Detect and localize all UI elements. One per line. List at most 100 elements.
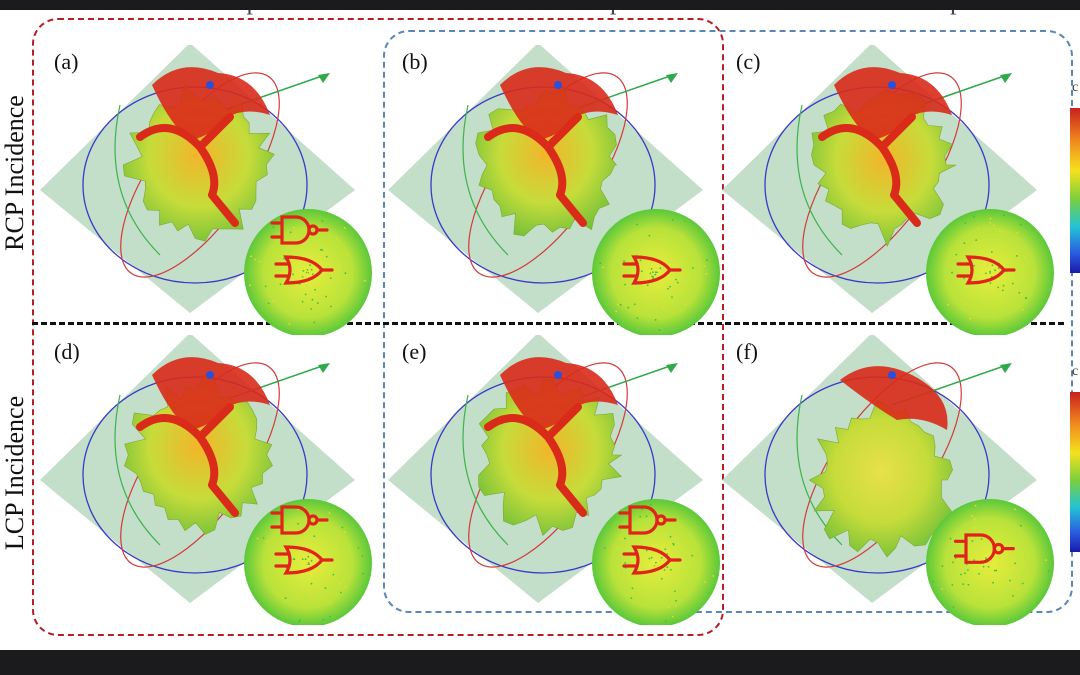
noise-dot: [997, 267, 1000, 270]
noise-dot: [599, 262, 602, 264]
noise-dot: [293, 226, 296, 229]
noise-dot: [641, 508, 644, 511]
noise-dot: [994, 271, 996, 273]
noise-dot: [300, 542, 302, 545]
noise-dot: [343, 227, 346, 229]
noise-dot: [1003, 214, 1005, 217]
noise-dot: [299, 260, 302, 263]
noise-dot: [639, 515, 642, 518]
noise-dot: [691, 554, 694, 557]
noise-dot: [297, 508, 300, 511]
noise-dot: [982, 565, 985, 568]
noise-dot: [310, 582, 313, 585]
noise-dot: [321, 220, 324, 223]
panel-d: (d): [40, 335, 380, 625]
noise-dot: [623, 260, 625, 263]
noise-dot: [1017, 587, 1019, 590]
noise-dot: [992, 255, 995, 258]
noise-dot: [643, 278, 646, 281]
noise-dot: [357, 547, 360, 549]
noise-dot: [361, 555, 364, 557]
noise-dot: [299, 619, 301, 621]
noise-dot: [985, 557, 987, 559]
noise-dot: [316, 302, 319, 304]
panel-c: (c): [722, 45, 1062, 335]
noise-dot: [330, 279, 333, 282]
noise-dot: [999, 230, 1002, 233]
noise-dot: [322, 597, 324, 600]
noise-dot: [664, 620, 667, 623]
noise-dot: [676, 281, 679, 284]
noise-dot: [975, 239, 978, 242]
noise-dot: [642, 285, 645, 287]
noise-dot: [681, 235, 683, 238]
noise-dot: [335, 237, 338, 240]
noise-dot: [645, 549, 648, 552]
main-lobe: [834, 67, 952, 140]
main-lobe: [152, 67, 270, 140]
far-field-plot: [40, 335, 372, 625]
far-field-plot: [722, 45, 1054, 335]
noise-dot: [344, 586, 347, 588]
beam-gate-shape: [818, 113, 921, 227]
noise-dot: [985, 272, 987, 275]
noise-dot: [618, 572, 620, 575]
noise-dot: [313, 535, 316, 538]
noise-dot: [670, 568, 672, 571]
noise-dot: [310, 587, 313, 590]
noise-dot: [295, 247, 297, 250]
noise-dot: [616, 546, 618, 549]
noise-dot: [318, 284, 320, 286]
row-label-lcp: LCP Incidence: [0, 395, 29, 551]
noise-dot: [992, 581, 994, 584]
noise-dot: [987, 565, 990, 568]
noise-dot: [258, 260, 261, 263]
inset-disk: [926, 499, 1054, 625]
colorbar-caption-top: c: [1072, 80, 1079, 95]
noise-dot: [649, 272, 652, 275]
panel-label: (b): [402, 49, 428, 74]
noise-dot: [334, 564, 337, 567]
noise-dot: [250, 255, 252, 258]
noise-dot: [301, 558, 304, 561]
origin-marker: [888, 371, 896, 379]
noise-dot: [677, 579, 680, 581]
noise-dot: [319, 248, 322, 251]
noise-dot: [971, 515, 973, 517]
noise-dot: [301, 300, 304, 303]
noise-dot: [960, 573, 962, 576]
noise-dot: [624, 562, 626, 564]
noise-dot: [989, 217, 992, 220]
noise-dot: [658, 537, 661, 540]
noise-dot: [973, 517, 976, 520]
axis-arrowhead: [666, 73, 678, 83]
noise-dot: [322, 618, 325, 621]
beam-gate-shape: [484, 113, 587, 227]
noise-dot: [673, 555, 676, 558]
noise-dot: [1012, 595, 1014, 597]
noise-dot: [288, 323, 291, 326]
noise-dot: [993, 224, 995, 227]
noise-dot: [951, 271, 953, 274]
noise-dot: [971, 540, 974, 542]
noise-dot: [304, 293, 307, 296]
noise-dot: [962, 583, 965, 586]
noise-dot: [601, 266, 604, 269]
noise-dot: [344, 531, 346, 533]
noise-dot: [279, 283, 282, 286]
noise-dot: [974, 291, 976, 293]
noise-dot: [652, 276, 654, 278]
inset-disk: [244, 499, 372, 625]
noise-dot: [1016, 232, 1019, 234]
origin-marker: [888, 81, 896, 89]
beam-gate-shape: [484, 403, 587, 517]
noise-dot: [620, 538, 622, 540]
noise-dot: [658, 328, 661, 331]
noise-dot: [967, 569, 969, 571]
noise-dot: [254, 258, 257, 261]
noise-dot: [1015, 585, 1017, 588]
noise-dot: [604, 547, 606, 549]
nand-gate-icon: [270, 215, 329, 245]
noise-dot: [298, 620, 301, 623]
noise-dot: [667, 573, 669, 575]
